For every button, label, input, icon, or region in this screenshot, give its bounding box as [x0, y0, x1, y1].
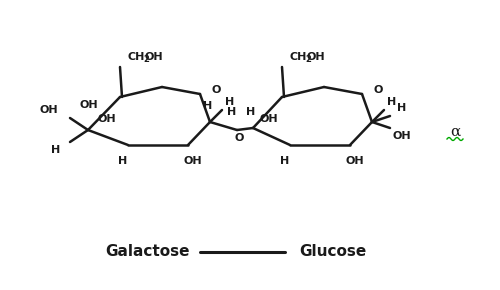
Text: O: O	[234, 133, 244, 143]
Text: OH: OH	[306, 52, 326, 62]
Text: Glucose: Glucose	[300, 244, 366, 260]
Text: OH: OH	[260, 114, 278, 124]
Text: H: H	[226, 97, 234, 107]
Text: H: H	[398, 103, 406, 113]
Text: 2: 2	[305, 55, 311, 64]
Text: OH: OH	[40, 105, 58, 115]
Text: H: H	[51, 145, 60, 155]
Text: H: H	[118, 156, 128, 166]
Text: H: H	[228, 107, 236, 117]
Text: α: α	[450, 125, 460, 139]
Text: O: O	[212, 85, 222, 95]
Text: CH: CH	[128, 52, 144, 62]
Text: OH: OH	[184, 156, 203, 166]
Text: H: H	[246, 107, 256, 117]
Text: OH: OH	[98, 114, 116, 124]
Text: H: H	[204, 101, 212, 111]
Text: Galactose: Galactose	[106, 244, 190, 260]
Text: 2: 2	[143, 55, 149, 64]
Text: H: H	[280, 156, 289, 166]
Text: H: H	[388, 97, 396, 107]
Text: OH: OH	[144, 52, 164, 62]
Text: OH: OH	[80, 100, 98, 110]
Text: CH: CH	[290, 52, 306, 62]
Text: OH: OH	[346, 156, 364, 166]
Text: O: O	[374, 85, 384, 95]
Text: OH: OH	[392, 131, 411, 141]
